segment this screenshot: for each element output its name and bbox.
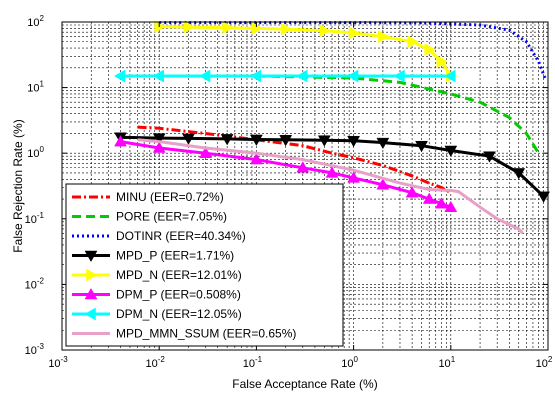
series-point-6 — [393, 69, 405, 83]
series-3 — [114, 132, 550, 203]
series-point-4 — [251, 21, 263, 35]
series-point-5 — [405, 186, 419, 198]
series-line-3 — [120, 135, 545, 198]
series-4 — [154, 20, 458, 83]
series-6 — [114, 69, 456, 83]
series-0 — [137, 125, 452, 195]
series-point-5 — [114, 135, 127, 147]
series-point-4 — [407, 35, 419, 49]
y-tick-label: 102 — [27, 14, 44, 29]
series-point-5 — [152, 141, 166, 153]
series-point-3 — [182, 133, 195, 145]
series-point-4 — [436, 55, 448, 68]
series-point-3 — [347, 135, 361, 148]
legend-marker-5 — [84, 287, 98, 300]
series-7 — [137, 138, 524, 235]
legend-label-1: PORE (EER=7.05%) — [116, 210, 227, 224]
legend-label-3: MPD_P (EER=1.71%) — [116, 249, 234, 263]
y-tick-label: 100 — [27, 145, 44, 160]
series-point-3 — [444, 145, 458, 157]
series-point-4 — [378, 30, 390, 43]
legend-marker-6 — [84, 307, 96, 321]
legend: MINU (EER=0.72%) PORE (EER=7.05%) DOTINR (… — [65, 183, 344, 347]
series-point-5 — [296, 161, 310, 173]
x-tick-label: 101 — [438, 355, 455, 370]
legend-box — [65, 183, 344, 347]
series-point-6 — [296, 69, 308, 83]
y-tick-label: 10-2 — [25, 276, 45, 291]
series-point-4 — [183, 20, 195, 34]
legend-marker-4 — [86, 268, 98, 282]
series-point-5 — [325, 166, 339, 178]
series-line-7 — [137, 138, 524, 235]
series-point-6 — [152, 69, 164, 83]
x-tick-label: 100 — [341, 355, 358, 370]
series-point-5 — [376, 178, 390, 190]
series-point-4 — [222, 21, 234, 35]
y-tick-label: 10-1 — [25, 211, 45, 226]
series-point-6 — [347, 69, 359, 83]
series-point-6 — [249, 69, 262, 83]
x-tick-label: 102 — [536, 355, 553, 370]
series-layer — [114, 20, 550, 235]
series-point-3 — [483, 151, 496, 163]
series-point-3 — [537, 191, 550, 203]
legend-label-4: MPD_N (EER=12.01%) — [116, 268, 242, 282]
series-point-3 — [220, 134, 234, 146]
series-point-6 — [199, 69, 211, 83]
series-point-3 — [317, 135, 331, 147]
series-point-3 — [376, 137, 390, 150]
series-point-5 — [199, 146, 213, 158]
series-point-6 — [444, 69, 456, 83]
legend-label-6: DPM_N (EER=12.05%) — [116, 307, 242, 321]
series-2 — [159, 21, 548, 81]
series-point-5 — [444, 200, 458, 212]
series-point-5 — [347, 171, 361, 183]
legend-label-5: DPM_P (EER=0.508%) — [116, 288, 241, 302]
series-line-2 — [159, 21, 548, 81]
series-5 — [114, 135, 458, 212]
series-point-3 — [249, 134, 263, 146]
legend-label-0: MINU (EER=0.72%) — [116, 190, 224, 204]
legend-label-2: DOTINR (EER=40.34%) — [116, 229, 246, 243]
x-tick-label: 10-2 — [146, 355, 166, 370]
y-tick-label: 10-3 — [25, 342, 45, 357]
axis-layer: 10-3 10-2 10-1 100 101 102 10-3 10-2 10-1 100 101 1… — [25, 14, 553, 370]
y-axis-title: False Rejection Rate (%) — [11, 119, 25, 252]
series-point-4 — [348, 26, 361, 40]
x-tick-label: 10-1 — [243, 355, 263, 370]
x-axis-title: False Acceptance Rate (%) — [232, 377, 377, 391]
series-point-4 — [280, 22, 293, 36]
legend-label-7: MPD_MMN_SSUM (EER=0.65%) — [116, 327, 296, 341]
series-point-6 — [114, 69, 126, 83]
series-point-4 — [319, 24, 331, 38]
series-point-4 — [154, 20, 166, 34]
series-point-3 — [512, 168, 526, 180]
series-point-3 — [415, 140, 428, 153]
series-point-5 — [434, 197, 448, 209]
legend-marker-3 — [84, 250, 98, 263]
series-point-3 — [152, 133, 166, 145]
y-tick-label: 101 — [27, 80, 44, 95]
series-point-3 — [279, 135, 293, 147]
series-point-5 — [422, 192, 436, 204]
series-point-4 — [424, 43, 436, 56]
series-line-0 — [137, 125, 452, 195]
plot-frame — [61, 21, 549, 351]
series-point-5 — [249, 153, 263, 165]
x-tick-label: 10-3 — [48, 355, 68, 370]
